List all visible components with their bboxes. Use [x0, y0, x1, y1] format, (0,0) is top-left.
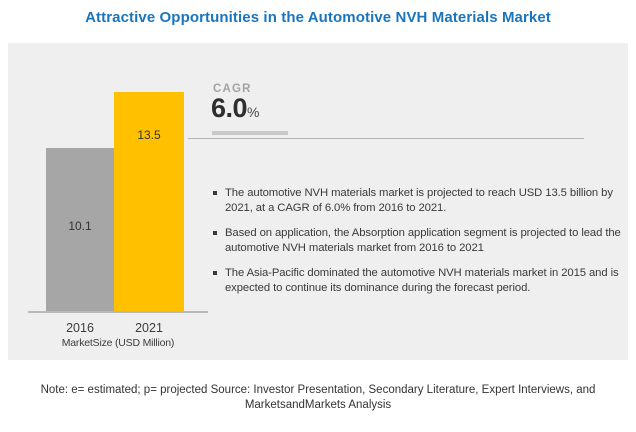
x-tick-2021: 2021 — [135, 321, 163, 335]
bar-value-2021: 13.5 — [137, 128, 161, 142]
cagr-number: 6.0 — [211, 93, 248, 123]
bullet-text: The automotive NVH materials market is p… — [225, 187, 613, 215]
x-tick-2016: 2016 — [66, 321, 94, 335]
bar-2021 — [114, 92, 184, 313]
bar-chart: 10.1 13.5 2016 2021 MarketSize (USD Mill… — [8, 43, 228, 360]
bullet-square-icon — [213, 270, 217, 275]
divider-line — [188, 138, 584, 139]
cagr-underline — [212, 131, 288, 135]
cagr-value: 6.0% — [211, 93, 259, 124]
page-title: Attractive Opportunities in the Automoti… — [85, 9, 551, 26]
bullet-text: Based on application, the Absorption app… — [225, 226, 621, 255]
bar-value-2016: 10.1 — [68, 219, 92, 233]
source-note: Note: e= estimated; p= projected Source:… — [40, 384, 596, 411]
list-item: The automotive NVH materials market is p… — [211, 186, 621, 217]
bullet-square-icon — [213, 230, 217, 235]
chart-panel: 10.1 13.5 2016 2021 MarketSize (USD Mill… — [8, 43, 628, 360]
bullet-text: The Asia-Pacific dominated the automotiv… — [225, 266, 619, 295]
cagr-label: CAGR — [213, 83, 252, 95]
x-axis-title: MarketSize (USD Million) — [61, 337, 175, 349]
bullet-square-icon — [213, 191, 217, 195]
list-item: The Asia-Pacific dominated the automotiv… — [211, 266, 621, 297]
insight-bullets: The automotive NVH materials market is p… — [211, 186, 621, 306]
cagr-percent-sign: % — [247, 104, 259, 120]
bar-2016 — [46, 148, 114, 313]
x-axis-line — [28, 311, 208, 313]
list-item: Based on application, the Absorption app… — [211, 226, 621, 257]
